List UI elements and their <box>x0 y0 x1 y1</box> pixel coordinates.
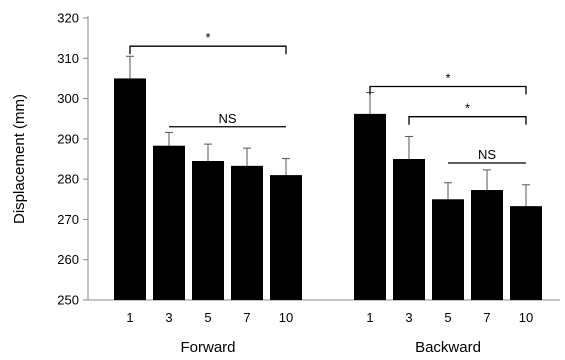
y-tick-label: 300 <box>57 91 79 106</box>
y-tick-label: 250 <box>57 293 79 308</box>
significance-bracket <box>408 116 527 125</box>
x-tick-label: 3 <box>165 310 172 325</box>
x-tick-label: 10 <box>519 310 533 325</box>
error-bars-layer <box>126 55 530 207</box>
bars-layer <box>114 78 542 300</box>
y-tick-label: 260 <box>57 252 79 267</box>
bar <box>510 206 542 300</box>
bar <box>114 78 146 300</box>
y-tick-label: 270 <box>57 212 79 227</box>
bar <box>354 113 386 300</box>
x-tick-label: 1 <box>366 310 373 325</box>
y-tick-label: 310 <box>57 51 79 66</box>
significance-bracket <box>129 45 287 55</box>
y-axis-title: Displacement (mm) <box>11 94 28 224</box>
bar <box>153 145 185 300</box>
bar <box>270 175 302 300</box>
annotation-label: * <box>445 70 450 85</box>
x-tick-label: 10 <box>279 310 293 325</box>
x-tick-label: 1 <box>126 310 133 325</box>
x-tick-label: 3 <box>405 310 412 325</box>
group-label: Forward <box>180 339 235 356</box>
annotations-layer: * NS * * NS <box>129 30 527 164</box>
axes-layer: 250 260 270 280 290 300 310 320 1 3 5 7 10 Forward 1 3 5… <box>57 11 560 356</box>
annotation-label: NS <box>218 111 236 126</box>
x-tick-label: 7 <box>243 310 250 325</box>
x-tick-label: 7 <box>483 310 490 325</box>
bar <box>192 161 224 300</box>
y-tick-label: 290 <box>57 131 79 146</box>
y-tick-label: 280 <box>57 172 79 187</box>
annotation-label: NS <box>478 147 496 162</box>
group-label: Backward <box>415 339 481 356</box>
bar <box>432 199 464 300</box>
y-tick-label: 320 <box>57 11 79 26</box>
bar <box>471 190 503 300</box>
significance-bracket <box>369 85 527 95</box>
x-tick-label: 5 <box>204 310 211 325</box>
bar <box>231 165 263 300</box>
annotation-label: * <box>465 101 470 116</box>
bar <box>393 159 425 300</box>
x-tick-label: 5 <box>444 310 451 325</box>
annotation-label: * <box>205 30 210 45</box>
